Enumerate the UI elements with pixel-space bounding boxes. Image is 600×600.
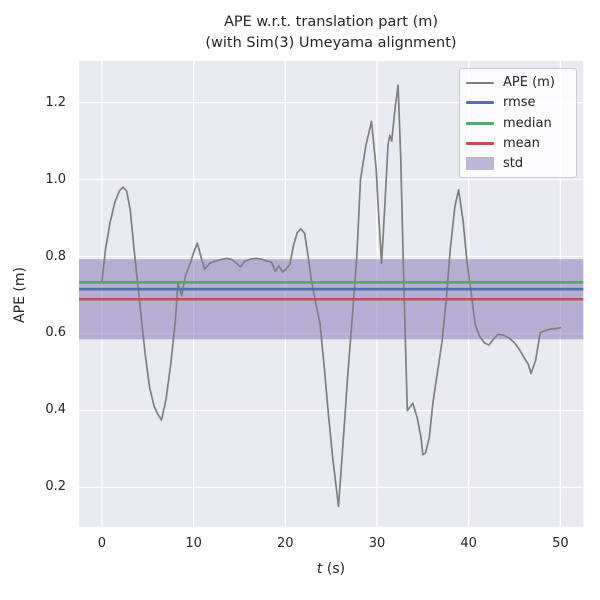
y-tick-label-5: 1.2: [45, 94, 66, 110]
y-tick-label-3: 0.8: [45, 248, 66, 264]
chart-title-line-2: (with Sim(3) Umeyama alignment): [205, 35, 457, 51]
ape-line-swatch: [466, 81, 494, 84]
y-tick-label-0: 0.2: [45, 479, 66, 495]
y-tick-label-1: 0.4: [45, 402, 66, 418]
chart-title-line-1: APE w.r.t. translation part (m): [223, 14, 439, 30]
legend-item-median: median: [466, 115, 568, 132]
rmse-line-swatch: [466, 101, 494, 105]
legend: APE (m) rmse median mean std: [459, 68, 577, 178]
legend-item-ape: APE (m): [466, 74, 568, 91]
legend-item-std: std: [466, 155, 568, 172]
x-tick-label-4: 40: [460, 536, 477, 551]
std-patch-swatch: [466, 157, 494, 170]
x-tick-label-0: 0: [97, 536, 107, 551]
legend-item-mean: mean: [466, 135, 568, 152]
legend-item-rmse: rmse: [466, 94, 568, 111]
x-tick-label-1: 10: [185, 536, 202, 551]
x-tick-label-5: 50: [552, 536, 569, 551]
mean-line-swatch: [466, 141, 494, 145]
chart-title: APE w.r.t. translation part (m) (with Si…: [79, 12, 583, 54]
x-tick-label-2: 20: [277, 536, 294, 551]
x-axis-label: t (s): [316, 561, 346, 577]
y-tick-label-2: 0.6: [45, 325, 66, 341]
median-line-swatch: [466, 121, 494, 125]
y-tick-label-4: 1.0: [45, 171, 66, 187]
x-tick-label-3: 30: [368, 536, 386, 551]
